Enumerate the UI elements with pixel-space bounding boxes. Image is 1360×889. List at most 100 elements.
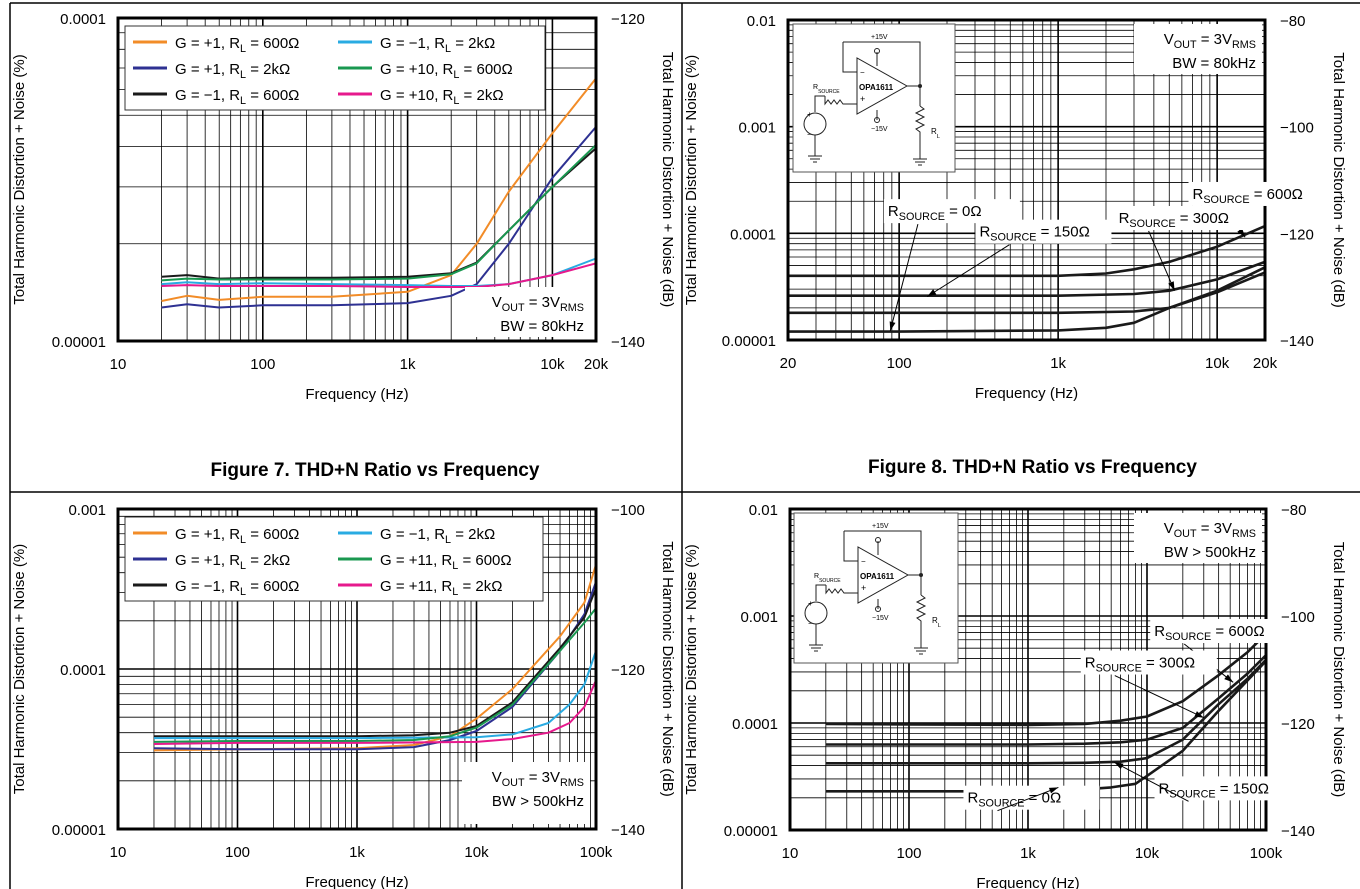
series-group [153, 564, 597, 752]
chart-fig7-80k: 10 100 1k 10k 20k 0.00001 0.0001 −140 −120 Freque… [11, 11, 676, 403]
y2-tick-label: −140 [1281, 823, 1315, 840]
feedback-wire [844, 530, 922, 573]
y-tick-label: 0.0001 [60, 11, 106, 28]
y-tick-label: 0.00001 [52, 822, 106, 839]
curve-label-bg [883, 199, 1020, 224]
inset-box [792, 23, 956, 173]
curve-label-bg [1114, 205, 1251, 230]
x-tick-label: 10k [1135, 845, 1160, 862]
x-axis-title: Frequency (Hz) [305, 386, 408, 403]
curve-label-arrow [1148, 230, 1176, 291]
vplus-pin [874, 48, 880, 54]
annotation-bw: BW > 500kHz [1164, 544, 1256, 561]
y2-tick-label: −140 [1280, 333, 1314, 350]
source-resistor [814, 95, 857, 112]
y2-axis-title: Total Harmonic Distortion + Noise (dB) [1330, 542, 1347, 798]
y2-axis-title: Total Harmonic Distortion + Noise (dB) [659, 52, 676, 308]
legend: G = +1, RL = 600Ω G = +1, RL = 2kΩ G = −1,… [124, 516, 544, 602]
series-line-4 [153, 607, 597, 743]
x-tick-label: 20k [1253, 355, 1278, 372]
arrowhead [1168, 281, 1175, 291]
y-tick-label: 0.01 [749, 502, 778, 519]
arrowhead [1224, 674, 1234, 683]
output-node [918, 84, 922, 88]
x-tick-label: 1k [400, 356, 416, 373]
legend-label: G = −1, RL = 2kΩ [380, 526, 495, 546]
output-node [919, 573, 923, 577]
load-resistor [914, 594, 928, 655]
x-axis-title: Frequency (Hz) [976, 875, 1079, 889]
x-axis-title: Frequency (Hz) [975, 385, 1078, 402]
curve-label-2: RSOURCE = 150Ω [1159, 780, 1269, 800]
y-tick-label: 0.001 [740, 609, 778, 626]
y-tick-label: 0.0001 [732, 716, 778, 733]
series-line-5 [153, 679, 597, 745]
legend-label: G = −1, RL = 600Ω [175, 87, 299, 107]
vplus-label: +15V [871, 34, 888, 41]
legend-label: G = +1, RL = 2kΩ [175, 61, 290, 81]
vminus-pin [875, 606, 881, 612]
series-line-4 [161, 144, 597, 282]
opamp-label: OPA1611 [860, 572, 895, 581]
x-tick-label: 20 [780, 355, 797, 372]
y2-tick-label: −100 [1280, 120, 1314, 137]
opamp-label: OPA1611 [859, 83, 894, 92]
y-axis-title: Total Harmonic Distortion + Noise (%) [683, 55, 700, 306]
legend-label: G = −1, RL = 2kΩ [380, 35, 495, 55]
annotation-box [465, 287, 590, 337]
y2-tick-label: −100 [611, 502, 645, 519]
annotation-vout: VOUT = 3VRMS [492, 769, 584, 789]
series-line-1 [161, 126, 597, 309]
curve-labels: RSOURCE = 600Ω RSOURCE = 300Ω RSOURCE = 15… [963, 619, 1291, 812]
x-tick-label: 100 [887, 355, 912, 372]
x-axis-title: Frequency (Hz) [305, 874, 408, 889]
plot-frame [116, 507, 598, 831]
curve-label-3: RSOURCE = 0Ω [888, 203, 982, 223]
curve-label-2: RSOURCE = 150Ω [979, 224, 1089, 244]
y2-tick-label: −120 [611, 11, 645, 28]
x-tick-label: 10k [540, 356, 565, 373]
y2-tick-label: −120 [1281, 716, 1315, 733]
opamp-triangle [856, 57, 909, 115]
x-tick-label: 1k [349, 844, 365, 861]
curve-labels: RSOURCE = 600Ω RSOURCE = 300Ω RSOURCE = 15… [883, 181, 1325, 331]
legend: G = +1, RL = 600Ω G = +1, RL = 2kΩ G = −1,… [124, 25, 546, 111]
curve-label-arrow [997, 786, 1059, 812]
circuit-inset: OPA1611 +15V −15V − + RSOURCE RL + − [793, 512, 959, 664]
rsource-label: RSOURCE [814, 573, 841, 584]
annotation: VOUT = 3VRMS BW = 80kHz [1134, 24, 1262, 74]
annotation-vout: VOUT = 3VRMS [492, 294, 584, 314]
vplus-pin [875, 537, 881, 543]
y-axis-title: Total Harmonic Distortion + Noise (%) [11, 544, 28, 795]
x-tick-label: 1k [1020, 845, 1036, 862]
curve-label-3: RSOURCE = 0Ω [967, 790, 1061, 810]
curve-label-arrow [889, 223, 919, 331]
chart-fig7-500k: 10 100 1k 10k 100k 0.00001 0.0001 0.001 −140 −120… [11, 502, 676, 889]
annotation-box [1134, 513, 1262, 563]
annotation-bw: BW > 500kHz [492, 793, 584, 810]
y2-tick-label: −120 [1280, 226, 1314, 243]
legend-label: G = +11, RL = 2kΩ [380, 578, 502, 598]
series-line-2 [825, 658, 1267, 765]
y-axis-title: Total Harmonic Distortion + Noise (%) [683, 544, 700, 795]
annotation-box [1134, 24, 1262, 74]
y-tick-label: 0.00001 [722, 333, 776, 350]
plot-frame [786, 18, 1267, 342]
y2-tick-label: −80 [1280, 13, 1305, 30]
arrowhead [1114, 762, 1124, 770]
y2-tick-label: −140 [611, 822, 645, 839]
y-tick-label: 0.00001 [52, 334, 106, 351]
x-tick-label: 10k [1205, 355, 1230, 372]
annotation: VOUT = 3VRMS BW = 80kHz [465, 287, 590, 337]
series-line-5 [161, 262, 597, 288]
x-tick-label: 10 [110, 356, 127, 373]
vminus-label: −15V [871, 126, 888, 133]
curve-label-arrow [926, 244, 1010, 298]
arrowhead [889, 321, 896, 331]
legend-label: G = +10, RL = 2kΩ [380, 87, 504, 107]
legend-box [124, 25, 546, 111]
annotation-vout: VOUT = 3VRMS [1164, 520, 1256, 540]
series-group [161, 77, 597, 309]
curve-label-bg [975, 219, 1112, 244]
